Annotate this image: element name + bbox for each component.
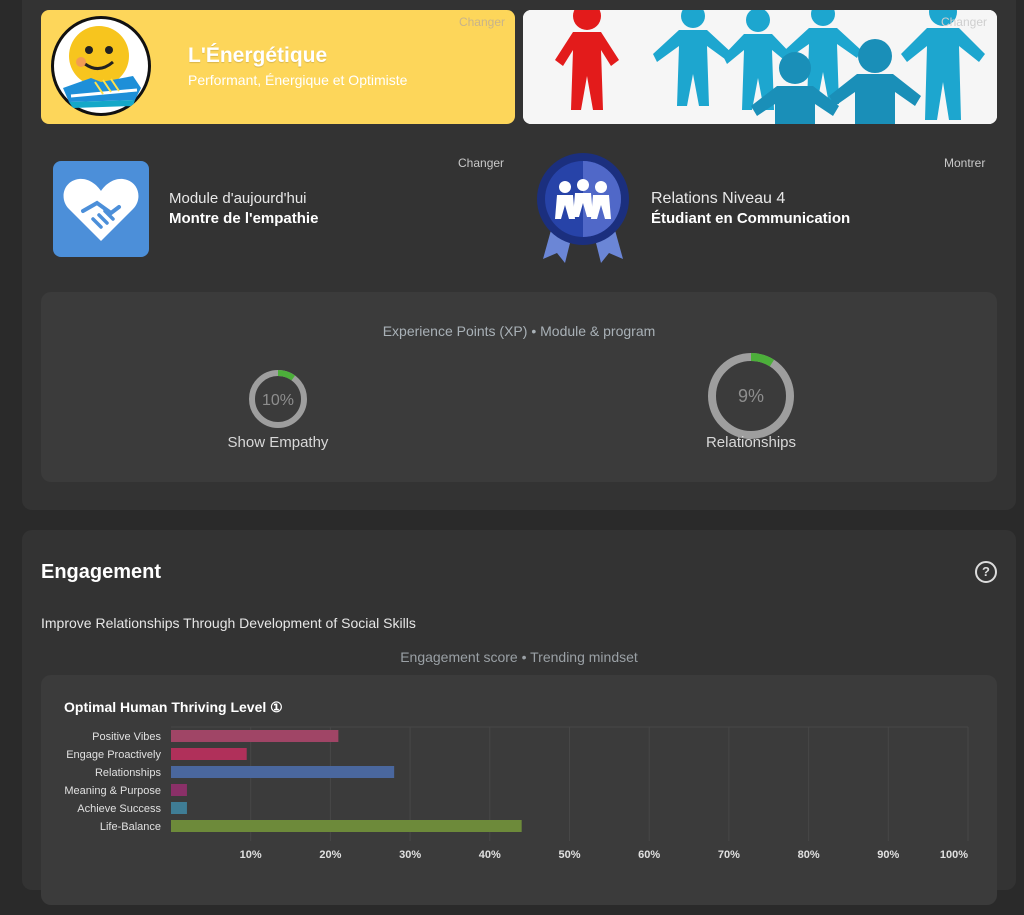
category-label: Relationships bbox=[95, 767, 162, 779]
persona-title: L'Énergétique bbox=[188, 44, 328, 67]
category-label: Positive Vibes bbox=[92, 731, 161, 743]
persona-card[interactable]: Changer L'Énergétique Performant, Énergi… bbox=[41, 10, 515, 124]
question-circle-icon[interactable]: ? bbox=[975, 561, 997, 583]
relations-badge-icon bbox=[531, 153, 635, 263]
xp-section: Experience Points (XP) • Module & progra… bbox=[41, 292, 997, 482]
engagement-panel: Engagement ? Improve Relationships Throu… bbox=[22, 530, 1016, 905]
engagement-score-label: Engagement score • Trending mindset bbox=[400, 649, 638, 665]
team-change-link[interactable]: Changer bbox=[940, 15, 987, 29]
bar bbox=[171, 748, 247, 760]
relations-level-title: Étudiant en Communication bbox=[651, 210, 851, 227]
x-tick-label: 50% bbox=[558, 849, 580, 861]
x-tick-label: 60% bbox=[638, 849, 660, 861]
team-people-illustration bbox=[523, 10, 997, 124]
x-tick-label: 80% bbox=[798, 849, 820, 861]
thriving-bar-chart: Positive Vibes Engage Proactively Relation… bbox=[64, 726, 969, 861]
x-tick-label: 10% bbox=[240, 849, 262, 861]
bar bbox=[171, 802, 187, 814]
persona-subtitle: Performant, Énergique et Optimiste bbox=[188, 72, 408, 88]
persona-change-link[interactable]: Changer bbox=[458, 15, 505, 29]
relationships-gauge: 9% bbox=[708, 353, 794, 439]
show-empathy-gauge-value: 10% bbox=[262, 392, 294, 409]
relations-show-link[interactable]: Montrer bbox=[944, 156, 986, 170]
x-tick-label: 90% bbox=[877, 849, 899, 861]
thriving-chart: Optimal Human Thriving Level ① Positive … bbox=[41, 675, 997, 905]
show-empathy-label: Show Empathy bbox=[227, 434, 329, 451]
module-icon-tile bbox=[53, 161, 149, 257]
x-tick-label: 30% bbox=[399, 849, 421, 861]
category-label: Meaning & Purpose bbox=[64, 785, 161, 797]
smiley-sneaker-icon bbox=[54, 19, 148, 113]
x-tick-label: 70% bbox=[718, 849, 740, 861]
profile-panel: Changer L'Énergétique Performant, Énergi… bbox=[22, 0, 1016, 510]
show-empathy-gauge: 10% bbox=[249, 370, 307, 428]
relationships-gauge-value: 9% bbox=[738, 386, 764, 406]
chart-title: Optimal Human Thriving Level ① bbox=[64, 699, 283, 715]
relations-level-label: Relations Niveau 4 bbox=[651, 190, 786, 207]
team-card[interactable]: Changer bbox=[523, 10, 997, 124]
engagement-subtitle: Improve Relationships Through Developmen… bbox=[41, 615, 416, 631]
engagement-title: Engagement bbox=[41, 561, 162, 583]
xp-heading: Experience Points (XP) • Module & progra… bbox=[382, 323, 656, 339]
module-today-name: Montre de l'empathie bbox=[169, 210, 319, 227]
bar bbox=[171, 784, 187, 796]
category-label: Engage Proactively bbox=[66, 749, 161, 761]
bar bbox=[171, 766, 395, 778]
module-today-label: Module d'aujourd'hui bbox=[169, 190, 307, 207]
x-tick-label: 100% bbox=[940, 849, 968, 861]
bar bbox=[171, 820, 522, 832]
category-label: Achieve Success bbox=[77, 803, 161, 815]
category-label: Life-Balance bbox=[100, 821, 161, 833]
x-tick-label: 40% bbox=[479, 849, 501, 861]
heart-handshake-icon bbox=[63, 178, 139, 241]
relationships-label: Relationships bbox=[705, 434, 797, 451]
x-tick-label: 20% bbox=[319, 849, 341, 861]
bar bbox=[171, 730, 339, 742]
persona-avatar bbox=[51, 16, 151, 116]
module-change-link[interactable]: Changer bbox=[458, 156, 505, 170]
